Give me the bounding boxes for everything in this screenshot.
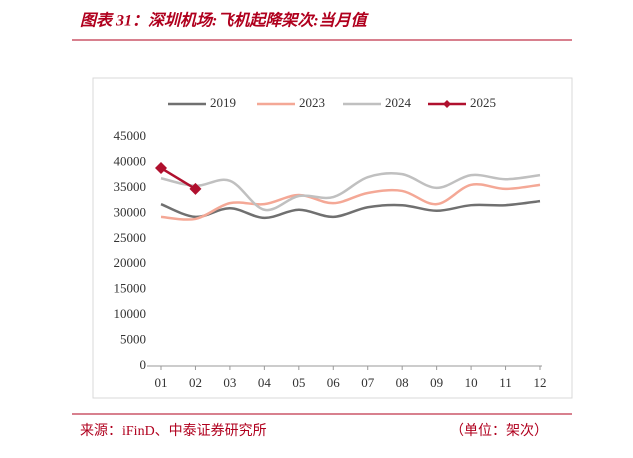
y-tick-label: 5000 xyxy=(120,332,146,347)
legend-label: 2023 xyxy=(299,95,325,110)
legend-marker xyxy=(443,100,451,108)
x-tick-label: 05 xyxy=(292,375,305,390)
series-line xyxy=(160,199,541,220)
x-tick-label: 02 xyxy=(189,375,202,390)
x-tick-label: 08 xyxy=(396,375,409,390)
legend-label: 2019 xyxy=(210,95,236,110)
x-tick-label: 11 xyxy=(499,375,512,390)
x-tick-label: 01 xyxy=(155,375,168,390)
series-line xyxy=(160,172,541,212)
y-tick-label: 0 xyxy=(140,357,147,372)
x-tick-label: 12 xyxy=(534,375,547,390)
x-tick-label: 10 xyxy=(465,375,478,390)
y-tick-label: 25000 xyxy=(114,230,147,245)
y-tick-label: 20000 xyxy=(114,255,147,270)
x-tick-label: 04 xyxy=(258,375,272,390)
x-tick-label: 06 xyxy=(327,375,341,390)
unit: （单位：架次） xyxy=(450,423,548,439)
chart-title: 图表 31：深圳机场:飞机起降架次:当月值 xyxy=(80,12,370,30)
series-line xyxy=(160,166,197,190)
x-tick-label: 09 xyxy=(430,375,443,390)
y-tick-label: 45000 xyxy=(114,128,147,143)
y-tick-label: 10000 xyxy=(114,306,147,321)
y-tick-label: 30000 xyxy=(114,204,147,219)
source: 来源：iFinD、中泰证券研究所 xyxy=(80,423,267,439)
point-marker xyxy=(155,162,167,175)
y-tick-label: 40000 xyxy=(114,153,147,168)
point-marker xyxy=(189,182,202,195)
y-tick-label: 15000 xyxy=(114,281,147,296)
legend-label: 2025 xyxy=(470,95,496,110)
x-tick-label: 03 xyxy=(223,375,236,390)
chart-frame xyxy=(92,77,573,399)
series-line xyxy=(160,183,541,221)
x-tick-label: 07 xyxy=(361,375,375,390)
legend-label: 2024 xyxy=(385,95,412,110)
y-tick-label: 35000 xyxy=(114,179,147,194)
